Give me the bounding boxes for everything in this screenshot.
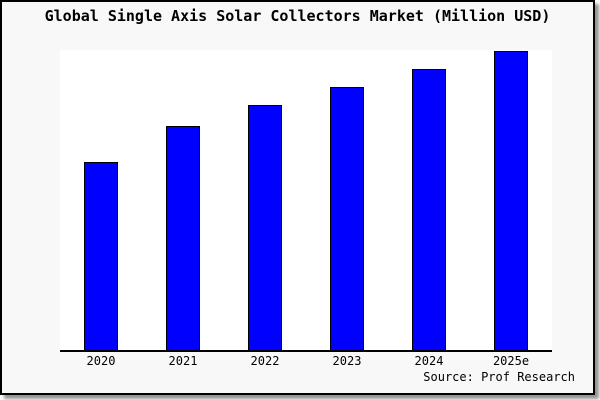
- bar-2024: [412, 69, 446, 350]
- bar-2023: [330, 87, 364, 350]
- bar-slot-2023: [306, 50, 388, 350]
- chart-title: Global Single Axis Solar Collectors Mark…: [44, 7, 551, 25]
- bar-2025e: [494, 51, 528, 350]
- bars-row: [60, 50, 552, 350]
- x-axis-tick-labels: 2020 2021 2022 2023 2024 2025e: [60, 354, 552, 368]
- bar-2021: [166, 126, 200, 350]
- bar-slot-2020: [60, 50, 142, 350]
- bar-2020: [84, 162, 118, 350]
- x-tick-2021: 2021: [168, 354, 198, 368]
- bar-slot-2024: [388, 50, 470, 350]
- x-tick-2025e: 2025e: [492, 354, 530, 368]
- x-tick-2023: 2023: [332, 354, 362, 368]
- x-tick-2020: 2020: [86, 354, 116, 368]
- bar-slot-2025e: [470, 50, 552, 350]
- source-credit: Source: Prof Research: [423, 370, 575, 384]
- x-tick-2024: 2024: [414, 354, 444, 368]
- bar-slot-2021: [142, 50, 224, 350]
- bar-2022: [248, 105, 282, 350]
- x-tick-2022: 2022: [250, 354, 280, 368]
- plot-area: [60, 50, 552, 352]
- chart-panel: Global Single Axis Solar Collectors Mark…: [0, 0, 595, 395]
- bar-slot-2022: [224, 50, 306, 350]
